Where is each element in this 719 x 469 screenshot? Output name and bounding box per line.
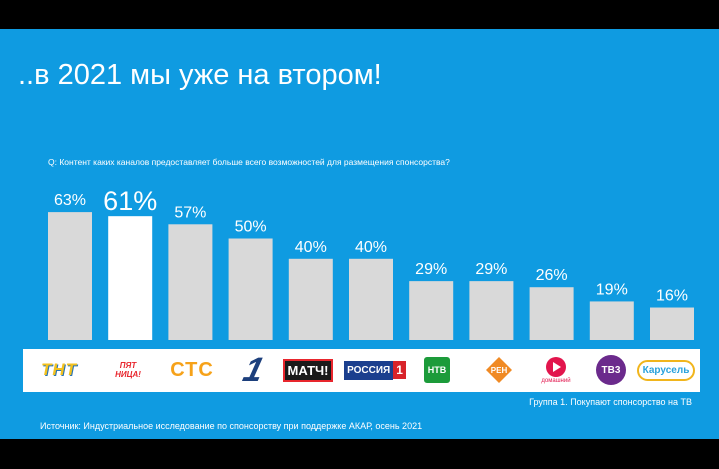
rossiya-1-logo: РОССИЯ 1 — [341, 353, 409, 387]
bar-label-1: 61% — [103, 186, 157, 216]
domashniy-icon — [546, 357, 566, 377]
sts-logo: СТС — [163, 353, 221, 387]
rossiya-1-logo-num: 1 — [393, 361, 406, 379]
perviy-kanal-logo: 1 — [225, 350, 281, 389]
bar-label-6: 29% — [415, 261, 447, 278]
ntv-logo-text: НТВ — [423, 357, 451, 383]
bar-2 — [168, 224, 213, 340]
tv3-logo: ТВ3 — [589, 353, 633, 387]
bar-label-8: 26% — [536, 267, 568, 284]
bar-label-2: 57% — [174, 204, 206, 221]
bar-label-7: 29% — [475, 261, 507, 278]
bar-5 — [349, 258, 393, 340]
bar-3 — [228, 238, 273, 340]
ren-tv-logo-text: РЕН — [490, 365, 508, 375]
respondent-group-note: Группа 1. Покупают спонсорство на ТВ — [529, 397, 692, 407]
bar-label-10: 16% — [656, 288, 688, 305]
source-note: Источник: Индустриальное исследование по… — [40, 421, 423, 431]
sts-logo-text: СТС — [170, 358, 214, 381]
bar-4 — [288, 258, 333, 340]
domashniy-logo: домашний — [528, 353, 584, 387]
bar-6 — [409, 281, 454, 340]
match-logo: МАТЧ! — [280, 353, 336, 387]
tnt-logo: ТНТ — [31, 353, 87, 387]
bar-label-9: 19% — [596, 281, 628, 298]
bar-label-0: 63% — [54, 192, 86, 209]
match-logo-text: МАТЧ! — [282, 358, 334, 382]
slide: ..в 2021 мы уже на втором! Q: Контент ка… — [0, 29, 719, 439]
karusel-logo-text: Карусель — [636, 359, 696, 381]
tnt-logo-text: ТНТ — [40, 360, 78, 379]
rossiya-1-logo-text: РОССИЯ — [344, 360, 394, 380]
bar-8 — [529, 287, 574, 340]
domashniy-logo-text: домашний — [541, 378, 571, 384]
ren-tv-icon — [486, 357, 512, 383]
ntv-logo: НТВ — [409, 353, 465, 387]
bar-chart: 63% 61% 57% 50% 40% 40% 29% 29% 26% 19% 16% — [48, 186, 694, 340]
pyatnitsa-logo-line2: НИЦА! — [115, 370, 141, 379]
pyatnitsa-logo: ПЯТ НИЦА! — [99, 353, 157, 387]
karusel-logo: Карусель — [635, 353, 697, 387]
perviy-kanal-logo-text: 1 — [238, 350, 268, 389]
bar-9 — [589, 301, 634, 340]
bar-label-5: 40% — [355, 239, 387, 256]
channel-logo-strip: ТНТ ПЯТ НИЦА! СТС 1 МАТЧ! РОССИЯ 1 НТВ — [23, 349, 700, 392]
pyatnitsa-logo-line1: ПЯТ — [119, 361, 137, 370]
ren-tv-logo: РЕН — [471, 353, 527, 387]
tv3-logo-text: ТВ3 — [596, 355, 626, 385]
bar-label-4: 40% — [295, 239, 327, 256]
survey-question: Q: Контент каких каналов предоставляет б… — [48, 157, 450, 167]
bar-label-3: 50% — [235, 219, 267, 236]
bar-0 — [48, 212, 92, 340]
bar-10 — [650, 307, 694, 340]
slide-title: ..в 2021 мы уже на втором! — [18, 59, 382, 91]
bar-7 — [469, 281, 514, 340]
bar-1 — [108, 216, 153, 340]
